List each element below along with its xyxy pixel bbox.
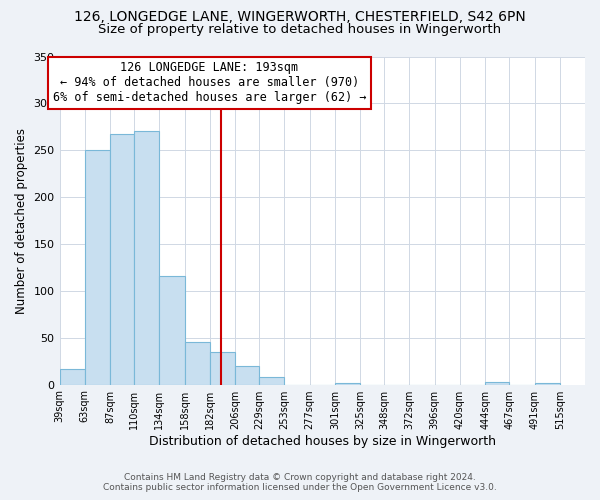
- Bar: [59, 368, 85, 384]
- Bar: [235, 366, 259, 384]
- Bar: [160, 276, 185, 384]
- Text: 126 LONGEDGE LANE: 193sqm
← 94% of detached houses are smaller (970)
6% of semi-: 126 LONGEDGE LANE: 193sqm ← 94% of detac…: [53, 62, 366, 104]
- Bar: [259, 377, 284, 384]
- Bar: [535, 382, 560, 384]
- Bar: [485, 382, 509, 384]
- Bar: [185, 342, 210, 384]
- X-axis label: Distribution of detached houses by size in Wingerworth: Distribution of detached houses by size …: [149, 434, 496, 448]
- Bar: [134, 130, 160, 384]
- Bar: [85, 150, 110, 384]
- Bar: [335, 382, 360, 384]
- Bar: [210, 352, 235, 384]
- Text: Size of property relative to detached houses in Wingerworth: Size of property relative to detached ho…: [98, 22, 502, 36]
- Text: Contains HM Land Registry data © Crown copyright and database right 2024.
Contai: Contains HM Land Registry data © Crown c…: [103, 473, 497, 492]
- Y-axis label: Number of detached properties: Number of detached properties: [15, 128, 28, 314]
- Text: 126, LONGEDGE LANE, WINGERWORTH, CHESTERFIELD, S42 6PN: 126, LONGEDGE LANE, WINGERWORTH, CHESTER…: [74, 10, 526, 24]
- Bar: [110, 134, 134, 384]
